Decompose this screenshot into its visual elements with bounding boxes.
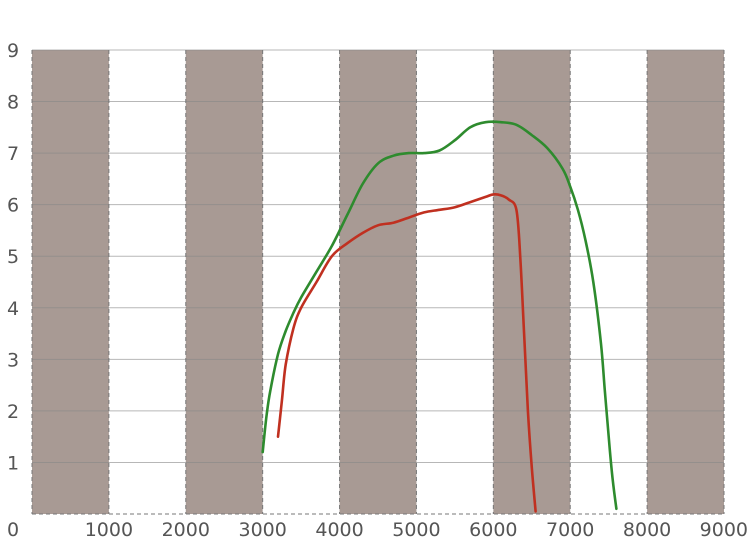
y-tick-label: 6 (7, 195, 19, 217)
gridlines (31, 49, 725, 515)
y-axis-ticks: 1 2 3 4 5 6 7 8 9 (7, 40, 19, 474)
x-tick-label: 4000 (315, 519, 363, 541)
x-tick-label: 2000 (162, 519, 210, 541)
x-tick-label: 8000 (623, 519, 671, 541)
y-tick-label: 4 (7, 298, 19, 320)
series-line-0 (261, 120, 618, 511)
background-band-2 (339, 50, 417, 514)
y-tick-label: 7 (7, 143, 19, 165)
x-tick-label: 9000 (700, 519, 748, 541)
y-tick-label: 9 (7, 40, 19, 62)
x-tick-label: 0 (7, 519, 19, 541)
x-tick-label: 3000 (238, 519, 286, 541)
y-tick-label: 3 (7, 349, 19, 371)
series-line-1 (276, 193, 537, 513)
background-band-1 (185, 50, 263, 514)
y-tick-label: 2 (7, 401, 19, 423)
x-tick-label: 5000 (392, 519, 440, 541)
background-band-0 (32, 50, 109, 514)
x-tick-label: 7000 (546, 519, 594, 541)
background-bands (32, 50, 724, 514)
x-tick-label: 6000 (469, 519, 517, 541)
background-band-3 (493, 50, 571, 514)
y-tick-label: 8 (7, 92, 19, 114)
x-axis-ticks: 0 1000 2000 3000 4000 5000 6000 7000 8000 9000 (7, 519, 748, 541)
y-tick-label: 1 (7, 452, 19, 474)
x-tick-label: 1000 (85, 519, 133, 541)
y-tick-label: 5 (7, 246, 19, 268)
background-band-4 (647, 50, 724, 514)
series-lines (261, 120, 618, 513)
